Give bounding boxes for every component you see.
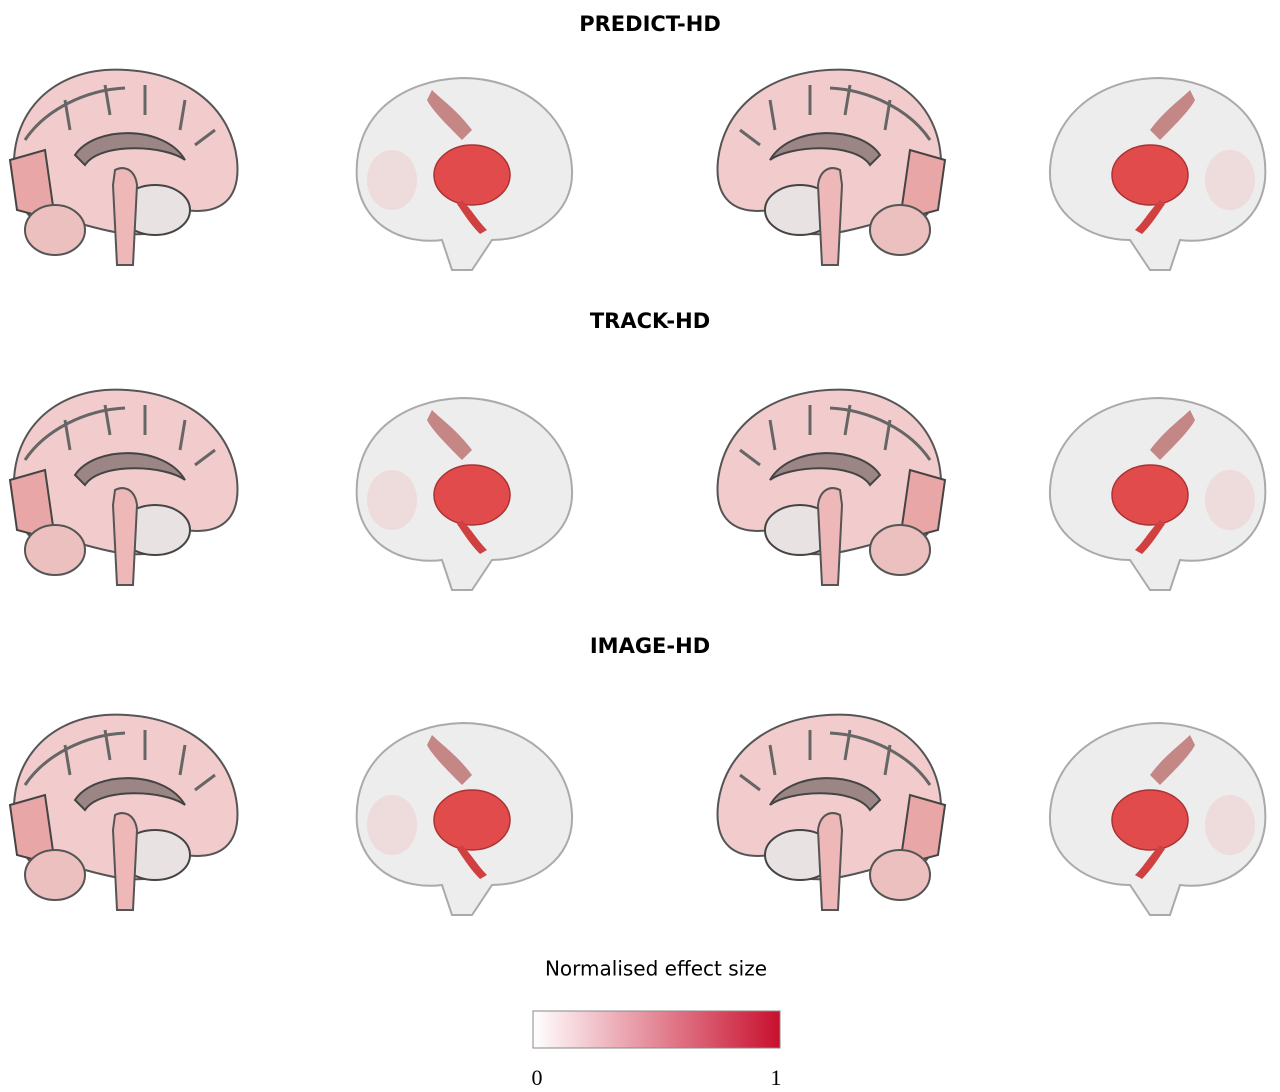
colorbar (533, 1011, 780, 1048)
brain-glass (1050, 78, 1265, 270)
colorbar-label: Normalised effect size (545, 957, 767, 981)
colorbar-tick-label: 1 (771, 1065, 782, 1090)
figure: PREDICT-HD TRACK-HD IMAGE-HD Normalised … (0, 0, 1280, 1092)
brain-medial (718, 70, 945, 265)
colorbar-tick-label: 0 (532, 1065, 543, 1090)
panel-title: IMAGE-HD (590, 634, 710, 658)
brain-medial (10, 70, 237, 265)
brain-medial (718, 390, 945, 585)
brain-medial (10, 390, 237, 585)
panel-title: PREDICT-HD (579, 12, 721, 36)
brain-medial (10, 715, 237, 910)
brain-glass (1050, 723, 1265, 915)
brain-glass (357, 398, 572, 590)
brain-medial (718, 715, 945, 910)
brain-glass (1050, 398, 1265, 590)
panel-title: TRACK-HD (590, 309, 710, 333)
brain-glass (357, 78, 572, 270)
brain-glass (357, 723, 572, 915)
